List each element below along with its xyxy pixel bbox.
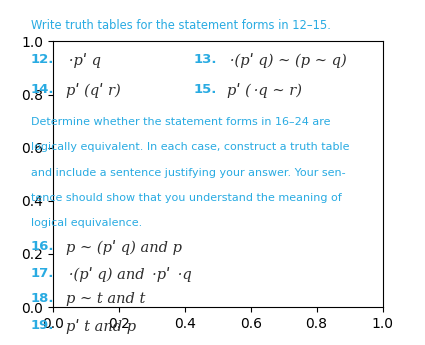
Text: and include a sentence justifying your answer. Your sen-: and include a sentence justifying your a… (31, 168, 345, 178)
Text: 16.: 16. (31, 240, 54, 253)
Text: Write truth tables for the statement forms in 12–15.: Write truth tables for the statement for… (31, 19, 331, 32)
Text: tence should show that you understand the meaning of: tence should show that you understand th… (31, 193, 341, 203)
Text: pˈ (qˈ r): pˈ (qˈ r) (66, 83, 121, 98)
Text: pˈ ( ·q ∼ r): pˈ ( ·q ∼ r) (227, 83, 302, 98)
Text: ·(pˈ q) and  ·pˈ  ·q: ·(pˈ q) and ·pˈ ·q (66, 267, 192, 282)
Text: p ∼ (pˈ q) and p: p ∼ (pˈ q) and p (66, 240, 182, 255)
Text: Determine whether the statement forms in 16–24 are: Determine whether the statement forms in… (31, 117, 330, 127)
Text: ·pˈ q: ·pˈ q (66, 53, 101, 68)
Text: 12.: 12. (31, 53, 54, 67)
Text: p ∼ t and t: p ∼ t and t (66, 292, 145, 306)
Text: 17.: 17. (31, 267, 54, 280)
Text: ·(pˈ q) ∼ (p ∼ q): ·(pˈ q) ∼ (p ∼ q) (227, 53, 347, 68)
Text: logically equivalent. In each case, construct a truth table: logically equivalent. In each case, cons… (31, 142, 349, 152)
Text: 15.: 15. (193, 83, 217, 96)
Text: 19.: 19. (31, 319, 54, 332)
Text: 18.: 18. (31, 292, 54, 305)
Text: pˈ t and p: pˈ t and p (66, 319, 136, 334)
Text: 13.: 13. (193, 53, 217, 67)
Text: logical equivalence.: logical equivalence. (31, 218, 142, 228)
Text: 14.: 14. (31, 83, 54, 96)
